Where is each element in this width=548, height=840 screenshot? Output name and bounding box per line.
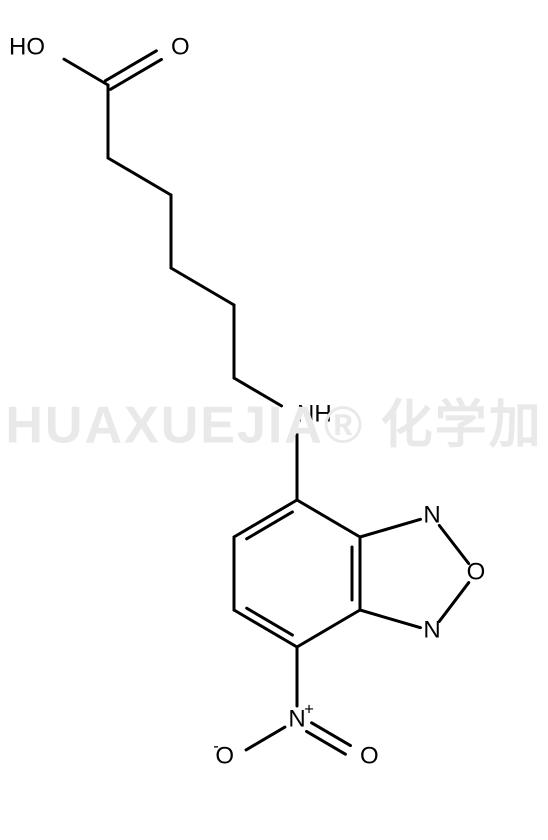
atom-N3: N	[423, 616, 440, 643]
atom-N1: N	[423, 501, 440, 528]
molecule-diagram: HOONHNONN+O-O	[0, 0, 548, 840]
atom-O_n2: O	[360, 742, 379, 769]
atom-N_amine: NH	[297, 400, 332, 427]
atom-labels-layer: HOONHNONN+O-O	[9, 33, 485, 769]
atom-O_ox: O	[467, 558, 486, 585]
bonds-layer	[64, 51, 469, 754]
atom-Oket: O	[171, 33, 190, 60]
atom-OH: HO	[9, 33, 45, 60]
atom-N_nit-charge: +	[304, 699, 314, 718]
atom-N_nit: N	[288, 705, 305, 732]
atom-O_n1-charge: -	[213, 736, 219, 755]
